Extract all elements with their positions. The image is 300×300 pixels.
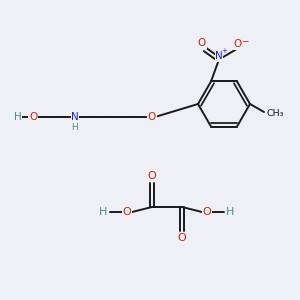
Text: +: + (221, 49, 227, 55)
Text: O: O (178, 233, 186, 243)
Text: O: O (148, 112, 156, 122)
Text: H: H (99, 207, 107, 217)
Text: H: H (14, 112, 22, 122)
Text: N: N (71, 112, 79, 122)
Text: O: O (123, 207, 131, 217)
Text: O: O (234, 40, 242, 50)
Text: H: H (72, 122, 78, 131)
Text: O: O (148, 171, 156, 181)
Text: H: H (226, 207, 234, 217)
Text: CH₃: CH₃ (266, 110, 284, 118)
Text: −: − (241, 36, 249, 45)
Text: O: O (29, 112, 37, 122)
Text: O: O (202, 207, 211, 217)
Text: O: O (198, 38, 206, 49)
Text: N: N (215, 52, 223, 61)
